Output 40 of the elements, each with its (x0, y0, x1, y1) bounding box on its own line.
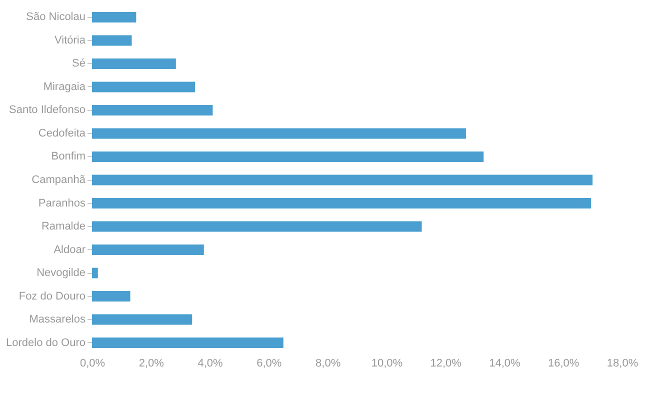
y-tick-label: Paranhos (38, 197, 86, 210)
bar (92, 314, 192, 325)
y-tick-label: Miragaia (43, 80, 86, 93)
bar (92, 82, 196, 92)
x-tick-label: 16,0% (548, 358, 580, 370)
y-tick-label: Bonfim (51, 150, 86, 163)
bar (92, 338, 284, 348)
bar (92, 198, 592, 208)
y-tick-label: Foz do Douro (18, 290, 86, 302)
y-tick-label: Campanhã (32, 174, 86, 186)
y-tick-label: Aldoar (54, 244, 86, 256)
x-tick-label: 0,0% (80, 358, 106, 370)
bar (92, 12, 136, 22)
y-tick-label: Massarelos (29, 314, 86, 326)
x-tick-label: 18,0% (606, 358, 638, 370)
x-tick-label: 4,0% (198, 358, 224, 370)
x-tick-label: 10,0% (371, 358, 403, 370)
bar (92, 268, 98, 278)
y-tick-label: Sé (72, 58, 86, 70)
bar (92, 244, 204, 255)
y-tick-label: Nevogilde (36, 267, 86, 280)
x-tick-label: 8,0% (316, 358, 341, 370)
bar (92, 174, 593, 186)
y-tick-label: Lordelo do Ouro (6, 336, 86, 349)
bar (92, 152, 484, 162)
y-tick-label: São Nicolau (26, 11, 86, 24)
x-tick-label: 12,0% (430, 358, 462, 370)
y-tick-label: Ramalde (41, 220, 86, 233)
y-tick-label: Santo Ildefonso (9, 104, 86, 116)
bar (92, 128, 466, 139)
bar (92, 221, 422, 232)
bar (92, 291, 130, 302)
y-tick-label: Cedofeita (38, 127, 86, 140)
bar (92, 35, 132, 46)
x-tick-label: 6,0% (256, 358, 282, 370)
x-tick-label: 2,0% (138, 358, 164, 370)
bar (92, 105, 213, 116)
bar (92, 58, 176, 69)
y-tick-label: Vitória (54, 34, 86, 46)
x-tick-label: 14,0% (489, 358, 521, 370)
